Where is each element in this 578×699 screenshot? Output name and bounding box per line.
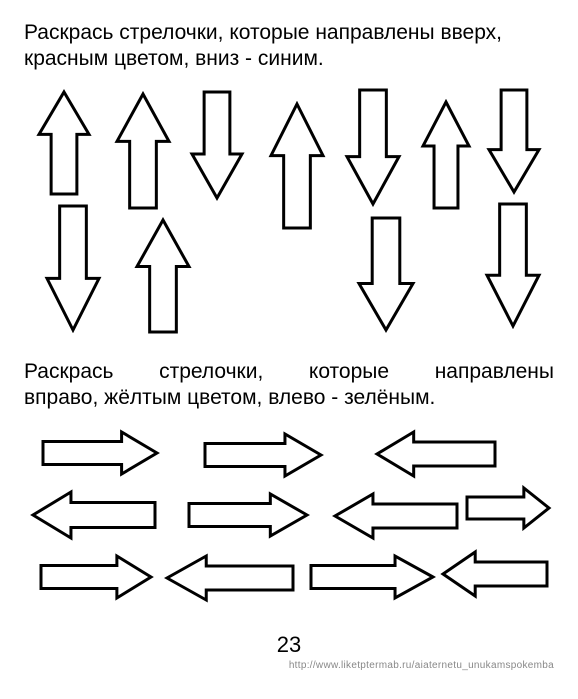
arrows-vertical-block (24, 87, 554, 337)
arrow-down (44, 203, 102, 333)
arrow-down (486, 87, 542, 195)
arrow-left (30, 489, 158, 541)
arrow-right (186, 491, 310, 539)
instruction-2-line1: Раскрась стрелочки, которые направлены (24, 359, 554, 385)
arrow-up (134, 217, 192, 335)
page-number: 23 (24, 632, 554, 658)
arrow-down (356, 215, 416, 333)
arrow-left (164, 553, 296, 603)
arrow-up (268, 101, 326, 231)
instruction-2: Раскрась стрелочки, которые направлены в… (24, 359, 554, 412)
arrow-left (374, 429, 498, 479)
arrow-right (308, 553, 436, 601)
arrow-down (484, 201, 542, 329)
instruction-2-line2: вправо, жёлтым цветом, влево - зелёным. (24, 385, 554, 411)
arrow-right (202, 431, 324, 479)
arrow-up (114, 91, 172, 211)
arrow-left (440, 549, 550, 599)
arrow-right (38, 553, 154, 601)
arrow-down (344, 87, 402, 207)
footer-url: http://www.liketptermab.ru/aiaternetu_un… (24, 660, 554, 671)
instruction-1: Раскрась стрелочки, которые направлены в… (24, 20, 554, 73)
arrow-right (464, 485, 552, 531)
arrow-right (40, 429, 160, 477)
arrow-down (189, 89, 245, 201)
arrow-up (420, 99, 472, 211)
arrows-horizontal-block (24, 425, 554, 610)
arrow-up (36, 89, 92, 197)
arrow-left (332, 491, 460, 541)
